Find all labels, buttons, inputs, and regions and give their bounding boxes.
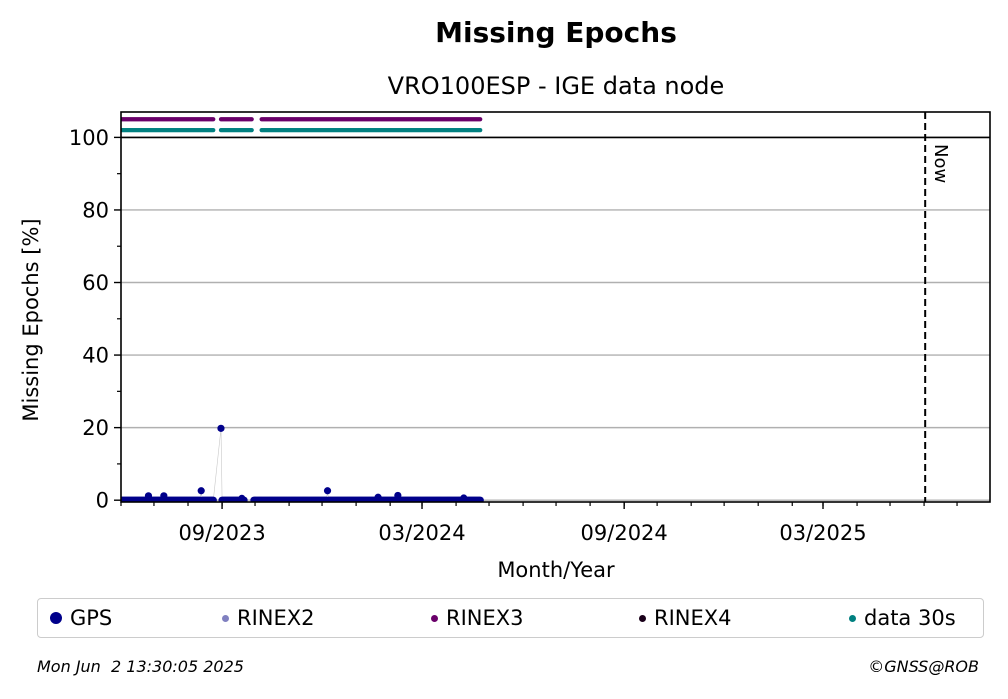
legend-item-rinex2: RINEX2 <box>222 599 315 637</box>
point-gps <box>197 487 205 495</box>
legend-marker-data-30s <box>849 614 856 622</box>
legend-item-rinex4: RINEX4 <box>639 599 732 637</box>
point-rinex3 <box>211 117 216 122</box>
legend-item-data-30s: data 30s <box>849 599 956 637</box>
x-tick-label-03/2024: 03/2024 <box>378 521 465 545</box>
point-data-30s <box>249 128 254 133</box>
legend-marker-rinex3 <box>431 614 438 622</box>
line-gps <box>121 428 481 501</box>
point-gps <box>209 496 217 502</box>
legend: GPS RINEX2 RINEX3 RINEX4 data 30s <box>37 598 984 638</box>
y-tick-label-100: 100 <box>69 126 109 150</box>
point-gps <box>323 487 332 495</box>
legend-label-data-30s: data 30s <box>864 606 956 630</box>
legend-item-rinex3: RINEX3 <box>431 599 524 637</box>
chart-subtitle: VRO100ESP - IGE data node <box>388 72 725 100</box>
chart-title: Missing Epochs <box>435 16 677 49</box>
y-tick-label-80: 80 <box>82 198 109 222</box>
footer-copyright: ©GNSS@ROB <box>868 657 979 676</box>
legend-item-gps: GPS <box>50 599 112 637</box>
legend-label-gps: GPS <box>70 606 113 630</box>
legend-marker-rinex4 <box>639 614 646 622</box>
y-tick-label-60: 60 <box>82 271 109 295</box>
axes: 0 20 40 60 80 100 09/2023 03/2024 09/2024 03/2025… <box>69 111 991 545</box>
plot-series <box>121 117 484 502</box>
legend-label-rinex4: RINEX4 <box>654 606 732 630</box>
point-gps <box>476 496 484 502</box>
footer-timestamp: Mon Jun 2 13:30:05 2025 <box>37 657 244 676</box>
legend-marker-rinex2 <box>222 614 229 622</box>
legend-label-rinex3: RINEX3 <box>446 606 524 630</box>
grid-lines <box>121 136 990 501</box>
legend-label-rinex2: RINEX2 <box>237 606 315 630</box>
point-data-30s <box>211 128 216 133</box>
y-tick-label-20: 20 <box>82 416 109 440</box>
x-tick-label-09/2024: 09/2024 <box>581 521 668 545</box>
x-tick-label-03/2025: 03/2025 <box>779 521 866 545</box>
y-tick-label-40: 40 <box>82 344 109 368</box>
point-rinex3 <box>478 117 483 122</box>
legend-marker-gps <box>50 612 62 624</box>
y-axis-label: Missing Epochs [%] <box>19 218 43 421</box>
plot-frame <box>120 111 991 503</box>
point-data-30s <box>478 128 483 133</box>
point-rinex3 <box>249 117 254 122</box>
point-gps <box>240 496 248 502</box>
x-axis-label: Month/Year <box>497 558 615 582</box>
point-gps <box>217 424 225 432</box>
y-tick-label-0: 0 <box>96 489 109 513</box>
x-tick-label-09/2023: 09/2023 <box>178 521 265 545</box>
now-label: Now <box>930 144 951 183</box>
